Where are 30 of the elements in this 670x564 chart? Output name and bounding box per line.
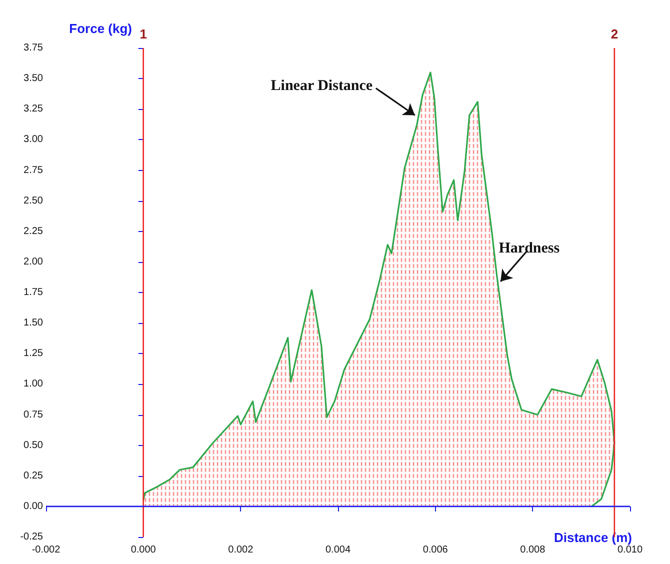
x-tick-label: 0.008 xyxy=(520,544,546,556)
y-tick-label: 3.50 xyxy=(24,73,44,84)
y-tick-label: 0.25 xyxy=(24,470,44,482)
y-tick-label: 3.25 xyxy=(24,104,44,115)
y-tick-label: 0.00 xyxy=(24,500,44,512)
y-tick-label: 2.50 xyxy=(24,195,44,206)
y-tick-label: 1.75 xyxy=(24,287,44,298)
y-tick-label: 2.25 xyxy=(24,226,44,237)
y-tick-label: 0.75 xyxy=(24,409,44,420)
y-tick-label: 3.00 xyxy=(24,134,44,146)
y-tick-label: 0.50 xyxy=(24,440,44,451)
y-tick-label: 2.75 xyxy=(24,164,44,176)
text: 1 xyxy=(140,26,147,42)
x-tick-label: -0.002 xyxy=(32,544,61,556)
annotation: Hardness xyxy=(498,240,560,256)
y-tick-label: -0.25 xyxy=(20,532,44,542)
x-tick-label: 0.004 xyxy=(325,544,351,556)
x-axis-title: Distance (m) xyxy=(554,530,632,545)
x-tick-label: 0.006 xyxy=(422,544,448,556)
y-tick-label: 2.00 xyxy=(24,256,44,268)
y-axis-title: Force (kg) xyxy=(69,21,132,36)
annotation: Linear Distance xyxy=(270,78,373,94)
y-tick-label: 1.00 xyxy=(24,378,44,390)
x-tick-label: 0.002 xyxy=(228,544,254,556)
y-tick-label: 3.75 xyxy=(24,42,44,54)
x-tick-label: 0.010 xyxy=(617,544,643,556)
y-tick-label: 1.25 xyxy=(24,348,44,360)
x-tick-label: 0.000 xyxy=(130,544,156,556)
y-tick-label: 1.50 xyxy=(24,318,44,329)
text: 2 xyxy=(610,26,618,42)
